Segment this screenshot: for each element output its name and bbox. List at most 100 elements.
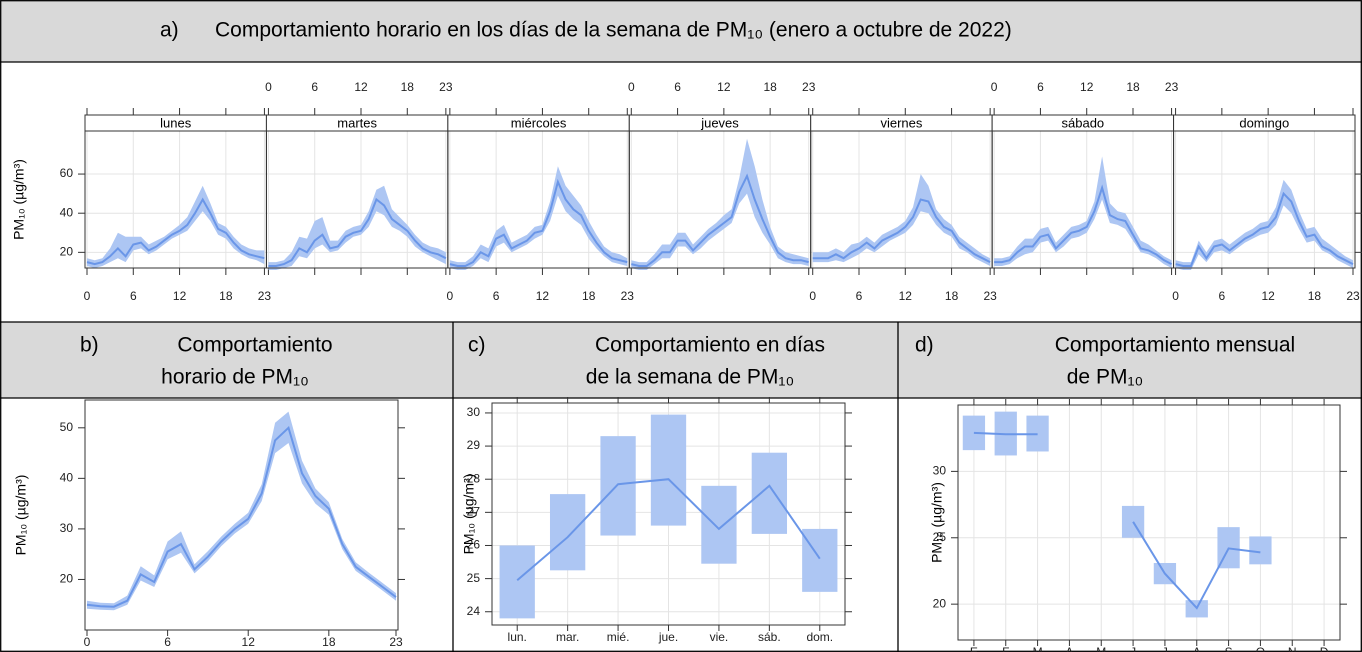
- x-tick-label: 6: [856, 289, 863, 303]
- range-box: [499, 545, 535, 619]
- x-tick-label: mié.: [607, 630, 630, 644]
- x-tick-label: dom.: [806, 630, 833, 644]
- panel-title: de PM₁₀: [1067, 366, 1144, 389]
- y-tick-label: 40: [60, 471, 74, 485]
- panel-label: a): [160, 19, 179, 42]
- mean-line: [973, 431, 1261, 610]
- y-tick-label: 20: [933, 596, 947, 610]
- x-tick-label: 18: [1308, 289, 1322, 303]
- x-tick-label: 0: [84, 635, 91, 649]
- x-tick-label: M: [1096, 645, 1106, 652]
- confidence-band: [1175, 179, 1353, 270]
- y-tick-label: 27: [467, 505, 481, 519]
- x-tick-label: 6: [674, 80, 681, 94]
- range-box: [549, 494, 586, 571]
- x-tick-label: 0: [991, 80, 998, 94]
- mean-line: [994, 184, 1173, 265]
- x-tick-label: sáb.: [758, 630, 781, 644]
- y-tick-label: 20: [60, 245, 74, 259]
- y-axis-label: PM₁₀ (µg/m³): [461, 474, 477, 555]
- confidence-band: [87, 185, 265, 268]
- x-tick-label: 18: [582, 289, 596, 303]
- strip-label: domingo: [1239, 115, 1289, 130]
- y-tick-label: 60: [60, 166, 74, 180]
- x-tick-label: 6: [164, 635, 171, 649]
- panel-title: Comportamiento en días: [595, 334, 825, 357]
- x-tick-label: 12: [536, 289, 550, 303]
- panel-label: b): [80, 334, 99, 357]
- mean-line: [449, 178, 628, 267]
- plot-frame: [957, 404, 1341, 641]
- strip-label: lunes: [160, 115, 192, 130]
- range-box: [751, 452, 788, 534]
- y-tick-label: 30: [467, 405, 481, 419]
- x-tick-label: 18: [763, 80, 777, 94]
- x-tick-label: 0: [84, 289, 91, 303]
- facet-frame: [628, 130, 812, 269]
- y-tick-label: 40: [60, 205, 74, 219]
- y-tick-label: 25: [467, 571, 481, 585]
- strip-label: sábado: [1062, 115, 1105, 130]
- mean-line: [812, 198, 991, 263]
- x-tick-label: 12: [717, 80, 731, 94]
- x-tick-label: 6: [1219, 289, 1226, 303]
- x-tick-label: 23: [802, 80, 816, 94]
- x-tick-label: 0: [447, 289, 454, 303]
- x-tick-label: D: [1320, 645, 1329, 652]
- panel-title: de la semana de PM₁₀: [586, 366, 794, 389]
- x-tick-label: 23: [389, 635, 403, 649]
- x-tick-label: 12: [1261, 289, 1275, 303]
- x-tick-label: 23: [1165, 80, 1179, 94]
- x-tick-label: vie.: [710, 630, 729, 644]
- plot-frame: [84, 399, 399, 631]
- x-tick-label: 0: [628, 80, 635, 94]
- x-tick-label: E: [970, 645, 978, 652]
- x-tick-label: 6: [311, 80, 318, 94]
- x-tick-label: 23: [439, 80, 453, 94]
- confidence-band: [449, 166, 628, 270]
- x-tick-label: 18: [945, 289, 959, 303]
- x-tick-label: A: [1065, 645, 1073, 652]
- y-tick-label: 26: [467, 538, 481, 552]
- x-tick-label: S: [1225, 645, 1233, 652]
- y-axis-label: PM₁₀ (µg/m³): [11, 159, 27, 240]
- x-tick-label: 18: [401, 80, 415, 94]
- x-tick-label: J: [1130, 645, 1136, 652]
- mean-line: [86, 425, 397, 608]
- panel-title: horario de PM₁₀: [161, 366, 309, 389]
- range-box: [600, 436, 636, 536]
- confidence-band: [994, 156, 1172, 268]
- x-tick-label: M: [1033, 645, 1043, 652]
- mean-line: [631, 173, 809, 267]
- x-tick-label: mar.: [556, 630, 579, 644]
- y-tick-label: 24: [467, 604, 481, 618]
- mean-line: [268, 197, 447, 267]
- x-tick-label: 23: [258, 289, 272, 303]
- x-tick-label: 0: [265, 80, 272, 94]
- x-tick-label: 0: [1172, 289, 1179, 303]
- x-tick-label: 6: [1037, 80, 1044, 94]
- range-box: [802, 528, 838, 592]
- x-tick-label: lun.: [508, 630, 527, 644]
- x-tick-label: 12: [354, 80, 368, 94]
- panel-label: c): [468, 334, 486, 357]
- x-tick-label: 12: [899, 289, 913, 303]
- y-tick-label: 20: [60, 572, 74, 586]
- x-tick-label: 18: [219, 289, 233, 303]
- x-tick-label: jue.: [658, 630, 678, 644]
- x-tick-label: 12: [242, 635, 256, 649]
- confidence-band: [631, 138, 809, 270]
- x-tick-label: 0: [809, 289, 816, 303]
- panel-title: Comportamiento mensual: [1055, 334, 1295, 357]
- header-a-bg: [0, 0, 1362, 62]
- range-box: [650, 414, 687, 526]
- x-tick-label: 23: [983, 289, 997, 303]
- x-tick-label: N: [1288, 645, 1297, 652]
- facet-frame: [1173, 130, 1356, 269]
- y-tick-label: 30: [933, 464, 947, 478]
- y-tick-label: 28: [467, 471, 481, 485]
- mean-line: [86, 197, 265, 266]
